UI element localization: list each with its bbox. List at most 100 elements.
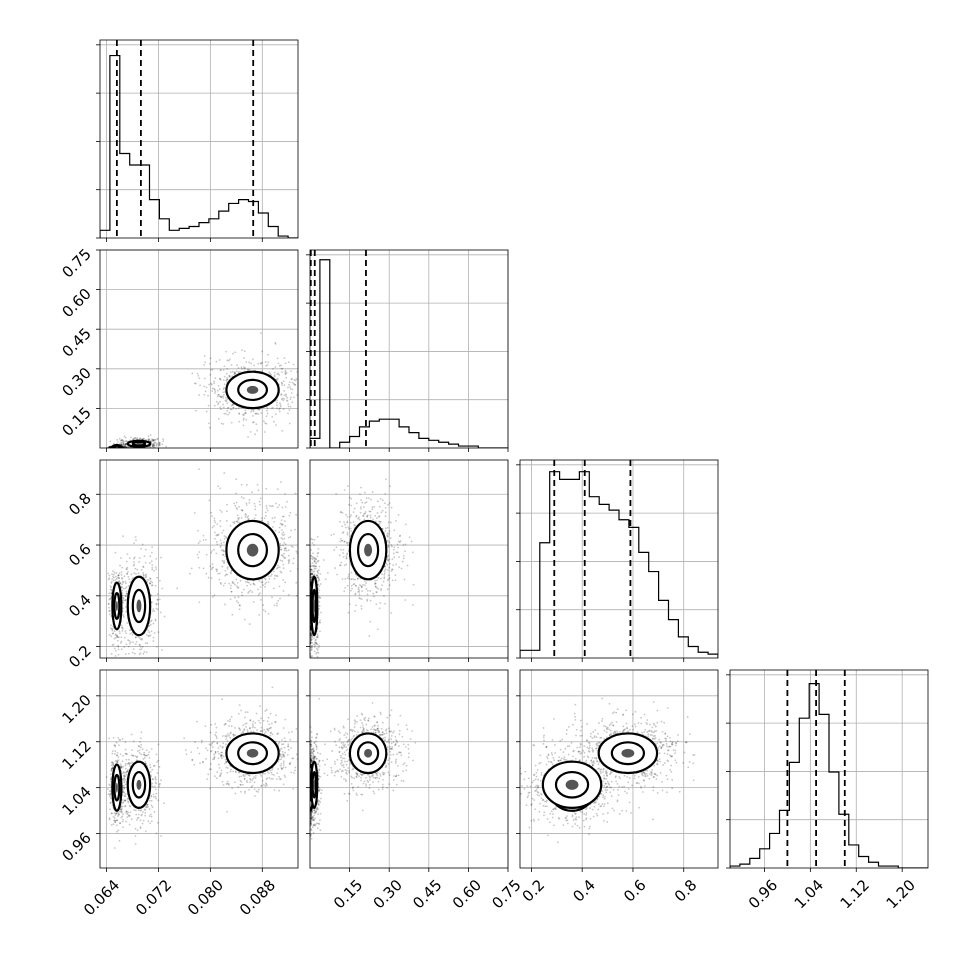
sample-point [342,548,345,551]
sample-point [293,383,296,386]
sample-point [240,732,243,735]
sample-point [197,542,200,545]
sample-point [347,528,350,530]
sample-point [249,589,252,592]
sample-point [232,404,234,406]
sample-point [127,584,130,587]
sample-point [278,364,281,367]
sample-point [153,444,156,447]
sample-point [152,444,155,447]
sample-point [246,779,248,782]
sample-point [389,562,391,565]
sample-point [308,573,310,575]
sample-point [378,520,381,523]
sample-point [395,551,398,554]
sample-point [222,561,225,564]
sample-point [279,405,282,408]
sample-point [381,573,383,576]
sample-point [348,577,350,580]
sample-point [339,564,342,567]
sample-point [108,609,111,612]
sample-point [392,552,395,555]
sample-point [364,511,367,513]
sample-point [124,630,127,633]
sample-point [229,587,232,590]
sample-point [287,386,289,389]
sample-point [124,800,127,802]
sample-point [281,523,284,526]
sample-point [393,556,396,559]
sample-point [248,788,250,791]
scatter-panel-p0-p1: 0.150.300.450.600.75 [58,245,299,452]
sample-point [308,718,310,720]
sample-point [152,443,155,446]
sample-point [156,772,159,774]
sample-point [276,488,279,491]
sample-point [273,375,276,378]
sample-point [221,754,224,757]
sample-point [313,557,316,560]
sample-point [306,542,308,544]
sample-point [295,513,297,516]
sample-point [141,438,144,441]
sample-point [124,599,127,601]
sample-point [121,580,124,583]
sample-point [235,407,237,410]
sample-point [128,449,130,451]
sample-point [150,815,153,818]
sample-point [209,357,212,360]
sample-point [153,441,156,444]
sample-point [318,621,321,623]
sample-point [259,503,261,506]
sample-point [214,531,216,534]
sample-point [108,446,111,448]
sample-point [289,536,292,538]
sample-point [262,584,264,587]
sample-point [269,372,271,375]
sample-point [191,372,194,375]
sample-point [224,399,227,402]
sample-point [348,603,351,606]
sample-point [289,763,291,765]
sample-point [109,773,112,776]
sample-point [346,533,349,536]
sample-point [391,579,394,582]
sample-point [237,601,240,604]
sample-point [282,743,285,746]
sample-point [365,497,368,500]
sample-point [124,793,127,796]
sample-point [275,567,278,570]
sample-point [225,573,227,576]
sample-point [276,566,279,569]
sample-point [109,446,112,448]
sample-point [387,574,390,577]
sample-point [230,408,233,411]
sample-point [120,586,123,589]
sample-point [348,496,351,499]
sample-point [235,578,238,581]
sample-point [280,364,282,367]
sample-point [129,805,132,808]
sample-point [312,565,315,568]
sample-point [118,636,120,639]
sample-point [109,808,111,811]
sample-point [108,598,111,601]
sample-point [240,509,243,511]
sample-point [209,787,211,790]
sample-point [273,570,275,573]
sample-point [145,806,148,809]
sample-point [121,626,124,629]
sample-point [199,540,201,543]
sample-point [216,543,219,546]
sample-point [115,572,118,574]
sample-point [371,506,374,509]
sample-point [141,748,144,751]
sample-point [222,553,225,556]
sample-point [217,572,220,575]
sample-point [118,572,121,575]
sample-point [313,672,315,674]
sample-point [159,611,162,614]
sample-point [275,502,277,505]
sample-point [243,618,246,621]
sample-point [318,644,320,647]
